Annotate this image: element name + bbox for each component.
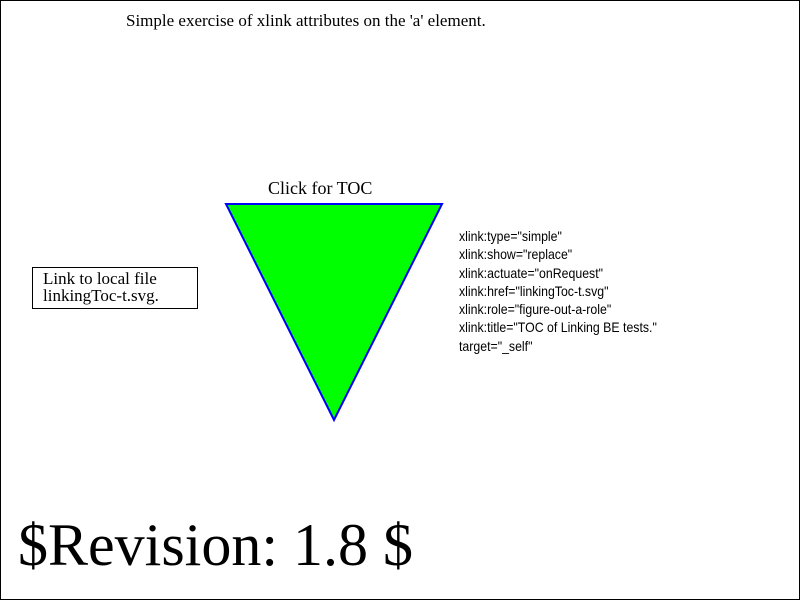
local-link-line-1: Link to local file <box>43 269 157 288</box>
page-title: Simple exercise of xlink attributes on t… <box>126 11 486 30</box>
attribute-target: target="_self" <box>459 337 533 354</box>
attribute-actuate: xlink:actuate="onRequest" <box>459 264 604 281</box>
revision-label: $Revision: 1.8 $ <box>18 512 414 578</box>
attribute-type: xlink:type="simple" <box>459 228 562 244</box>
xlink-attribute-list: xlink:type="simple" xlink:show="replace"… <box>459 227 657 355</box>
attribute-role: xlink:role="figure-out-a-role" <box>459 301 612 318</box>
local-link-line-2: linkingToc-t.svg. <box>43 286 159 305</box>
attribute-href: xlink:href="linkingToc-t.svg" <box>459 282 609 299</box>
local-file-link-box[interactable]: Link to local file linkingToc-t.svg. <box>32 267 198 309</box>
toc-link-label[interactable]: Click for TOC <box>268 178 373 198</box>
attribute-show: xlink:show="replace" <box>459 246 573 263</box>
toc-link[interactable] <box>224 203 444 423</box>
attribute-title: xlink:title="TOC of Linking BE tests." <box>459 319 657 336</box>
green-triangle-link[interactable] <box>224 203 444 423</box>
